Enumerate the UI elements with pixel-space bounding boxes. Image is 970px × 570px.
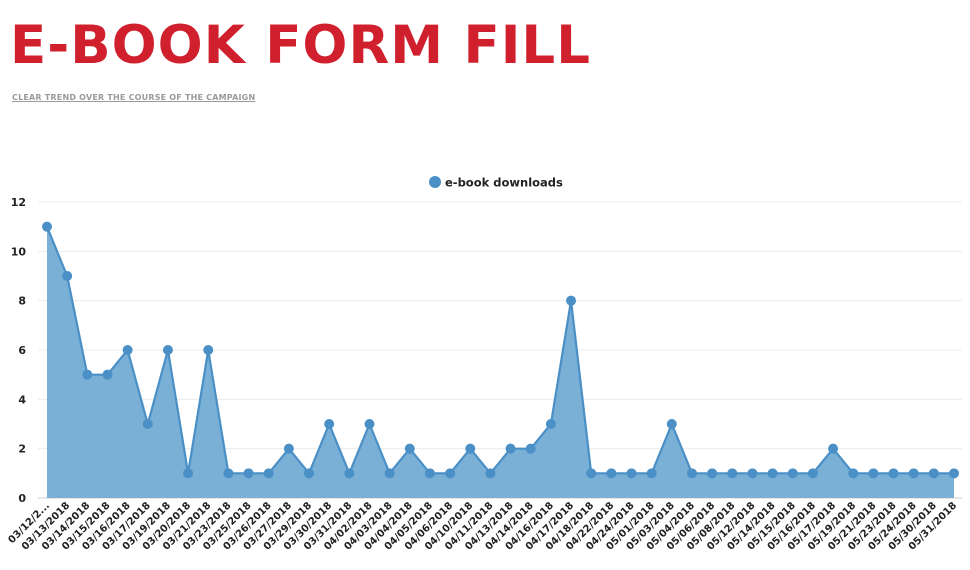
data-point[interactable] <box>606 468 617 479</box>
data-point[interactable] <box>626 468 637 479</box>
data-point[interactable] <box>344 468 355 479</box>
data-point[interactable] <box>586 468 597 479</box>
data-point[interactable] <box>686 468 697 479</box>
legend-swatch <box>429 176 441 188</box>
data-point[interactable] <box>102 369 113 380</box>
data-point[interactable] <box>505 443 516 454</box>
y-tick-label: 10 <box>11 245 27 258</box>
y-tick-label: 4 <box>18 393 26 406</box>
data-point[interactable] <box>888 468 899 479</box>
data-point[interactable] <box>122 345 133 355</box>
page-title: E-BOOK FORM FILL <box>10 15 591 76</box>
data-point[interactable] <box>263 468 274 479</box>
data-point[interactable] <box>183 468 194 479</box>
data-point[interactable] <box>404 443 415 454</box>
data-point[interactable] <box>908 468 919 479</box>
data-point[interactable] <box>707 468 718 479</box>
data-point[interactable] <box>243 468 254 479</box>
page-subtitle: CLEAR TREND OVER THE COURSE OF THE CAMPA… <box>12 93 256 102</box>
series-points-layer <box>42 221 959 479</box>
data-point[interactable] <box>828 443 839 454</box>
legend[interactable]: e-book downloads <box>429 176 563 190</box>
data-point[interactable] <box>787 468 798 479</box>
data-point[interactable] <box>747 468 758 479</box>
y-tick-label: 12 <box>11 196 26 209</box>
data-point[interactable] <box>162 345 173 355</box>
data-point[interactable] <box>424 468 435 479</box>
data-point[interactable] <box>485 468 496 479</box>
legend-label: e-book downloads <box>445 176 563 190</box>
data-point[interactable] <box>42 221 52 232</box>
data-point[interactable] <box>666 419 677 429</box>
series-area <box>47 226 954 499</box>
data-point[interactable] <box>203 345 214 355</box>
data-point[interactable] <box>566 295 577 306</box>
y-tick-label: 2 <box>18 443 26 456</box>
data-point[interactable] <box>545 419 556 429</box>
data-point[interactable] <box>82 369 93 380</box>
data-point[interactable] <box>324 419 335 429</box>
data-point[interactable] <box>142 419 153 429</box>
data-point[interactable] <box>949 468 959 479</box>
data-point[interactable] <box>727 468 738 479</box>
data-point[interactable] <box>868 468 879 479</box>
data-point[interactable] <box>62 271 73 281</box>
data-point[interactable] <box>767 468 778 479</box>
data-point[interactable] <box>646 468 657 479</box>
data-point[interactable] <box>364 419 375 429</box>
y-axis: 0 2 4 6 8 10 12 <box>11 196 27 505</box>
y-tick-label: 0 <box>18 492 26 505</box>
data-point[interactable] <box>807 468 818 479</box>
data-point[interactable] <box>445 468 456 479</box>
data-point[interactable] <box>525 443 536 454</box>
series-area-layer <box>45 226 954 499</box>
data-point[interactable] <box>384 468 395 479</box>
y-tick-label: 8 <box>18 295 26 308</box>
data-point[interactable] <box>304 468 315 479</box>
data-point[interactable] <box>928 468 939 479</box>
data-point[interactable] <box>848 468 859 479</box>
data-point[interactable] <box>223 468 234 479</box>
y-tick-label: 6 <box>18 344 26 357</box>
data-point[interactable] <box>465 443 476 454</box>
x-axis: 03/12/2...03/13/201803/14/201803/15/2018… <box>7 500 960 552</box>
series-line <box>45 226 954 475</box>
data-point[interactable] <box>283 443 294 454</box>
